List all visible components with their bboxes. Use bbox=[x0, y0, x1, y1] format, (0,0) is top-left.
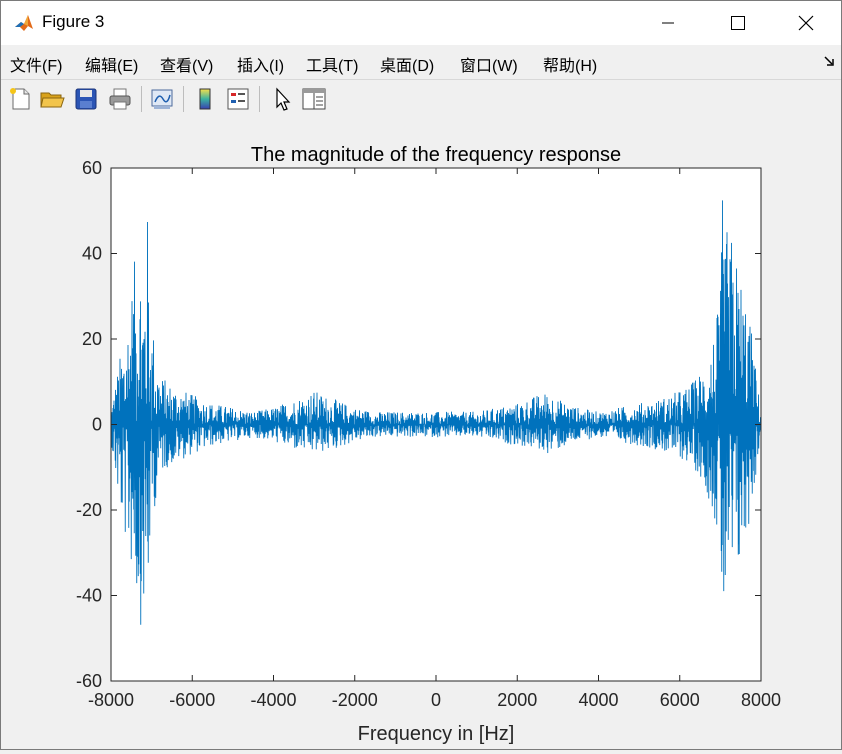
y-tick-label: 40 bbox=[82, 244, 102, 264]
x-tick-label: -2000 bbox=[332, 690, 378, 710]
menu-insert[interactable]: 插入(I) bbox=[237, 58, 285, 75]
toolbar-separator bbox=[183, 86, 184, 112]
y-tick-label: 0 bbox=[92, 415, 102, 435]
menu-help[interactable]: 帮助(H) bbox=[543, 58, 598, 75]
y-tick-label: 60 bbox=[82, 158, 102, 178]
colorbar-icon[interactable] bbox=[192, 86, 218, 112]
x-tick-label: 2000 bbox=[497, 690, 537, 710]
menu-window[interactable]: 窗口(W) bbox=[460, 58, 518, 75]
x-tick-label: 4000 bbox=[578, 690, 618, 710]
new-figure-icon[interactable] bbox=[7, 86, 33, 112]
chart-title: The magnitude of the frequency response bbox=[251, 144, 621, 166]
x-tick-label: -6000 bbox=[169, 690, 215, 710]
x-tick-label: -4000 bbox=[250, 690, 296, 710]
frequency-response-line bbox=[110, 200, 762, 625]
y-axis: -60 -40 -20 0 20 40 60 bbox=[76, 158, 761, 691]
x-tick-label: 6000 bbox=[660, 690, 700, 710]
figure-canvas[interactable]: -8000 -6000 -4000 -2000 0 2000 4000 6000 8000 -6… bbox=[1, 118, 841, 749]
minimize-icon bbox=[662, 22, 674, 24]
x-axis-label: Frequency in [Hz] bbox=[358, 723, 515, 745]
link-plot-icon[interactable] bbox=[149, 86, 175, 112]
maximize-button[interactable] bbox=[703, 1, 773, 45]
menu-desktop[interactable]: 桌面(D) bbox=[380, 58, 435, 75]
y-tick-label: -40 bbox=[76, 586, 102, 606]
menu-edit[interactable]: 编辑(E) bbox=[85, 58, 139, 75]
y-tick-label: -60 bbox=[76, 671, 102, 691]
maximize-icon bbox=[731, 16, 745, 30]
minimize-button[interactable] bbox=[633, 1, 703, 45]
toolbar-separator bbox=[259, 86, 260, 112]
figure-toolbar bbox=[1, 79, 841, 119]
data-layer bbox=[110, 200, 762, 625]
close-icon bbox=[798, 15, 814, 31]
title-bar[interactable]: Figure 3 bbox=[1, 1, 841, 45]
menu-bar: 文件(F) 编辑(E) 查看(V) 插入(I) 工具(T) 桌面(D) 窗口(W… bbox=[1, 47, 841, 77]
property-inspector-icon[interactable] bbox=[301, 86, 327, 112]
print-icon[interactable] bbox=[107, 86, 133, 112]
matlab-icon bbox=[13, 12, 35, 34]
edit-plot-icon[interactable] bbox=[269, 86, 295, 112]
x-tick-label: 0 bbox=[431, 690, 441, 710]
save-icon[interactable] bbox=[73, 86, 99, 112]
x-tick-label: 8000 bbox=[741, 690, 781, 710]
legend-icon[interactable] bbox=[225, 86, 251, 112]
open-file-icon[interactable] bbox=[39, 86, 65, 112]
window-title: Figure 3 bbox=[42, 12, 105, 31]
y-tick-label: -20 bbox=[76, 500, 102, 520]
dock-arrow-icon[interactable] bbox=[823, 55, 835, 67]
x-axis: -8000 -6000 -4000 -2000 0 2000 4000 6000 8000 bbox=[88, 168, 781, 710]
x-tick-label: -8000 bbox=[88, 690, 134, 710]
plot-svg[interactable]: -8000 -6000 -4000 -2000 0 2000 4000 6000 8000 -6… bbox=[1, 118, 841, 749]
menu-view[interactable]: 查看(V) bbox=[160, 58, 214, 75]
y-tick-label: 20 bbox=[82, 329, 102, 349]
menu-file[interactable]: 文件(F) bbox=[10, 58, 63, 75]
menu-tools[interactable]: 工具(T) bbox=[306, 58, 359, 75]
toolbar-separator bbox=[141, 86, 142, 112]
close-button[interactable] bbox=[771, 1, 841, 45]
